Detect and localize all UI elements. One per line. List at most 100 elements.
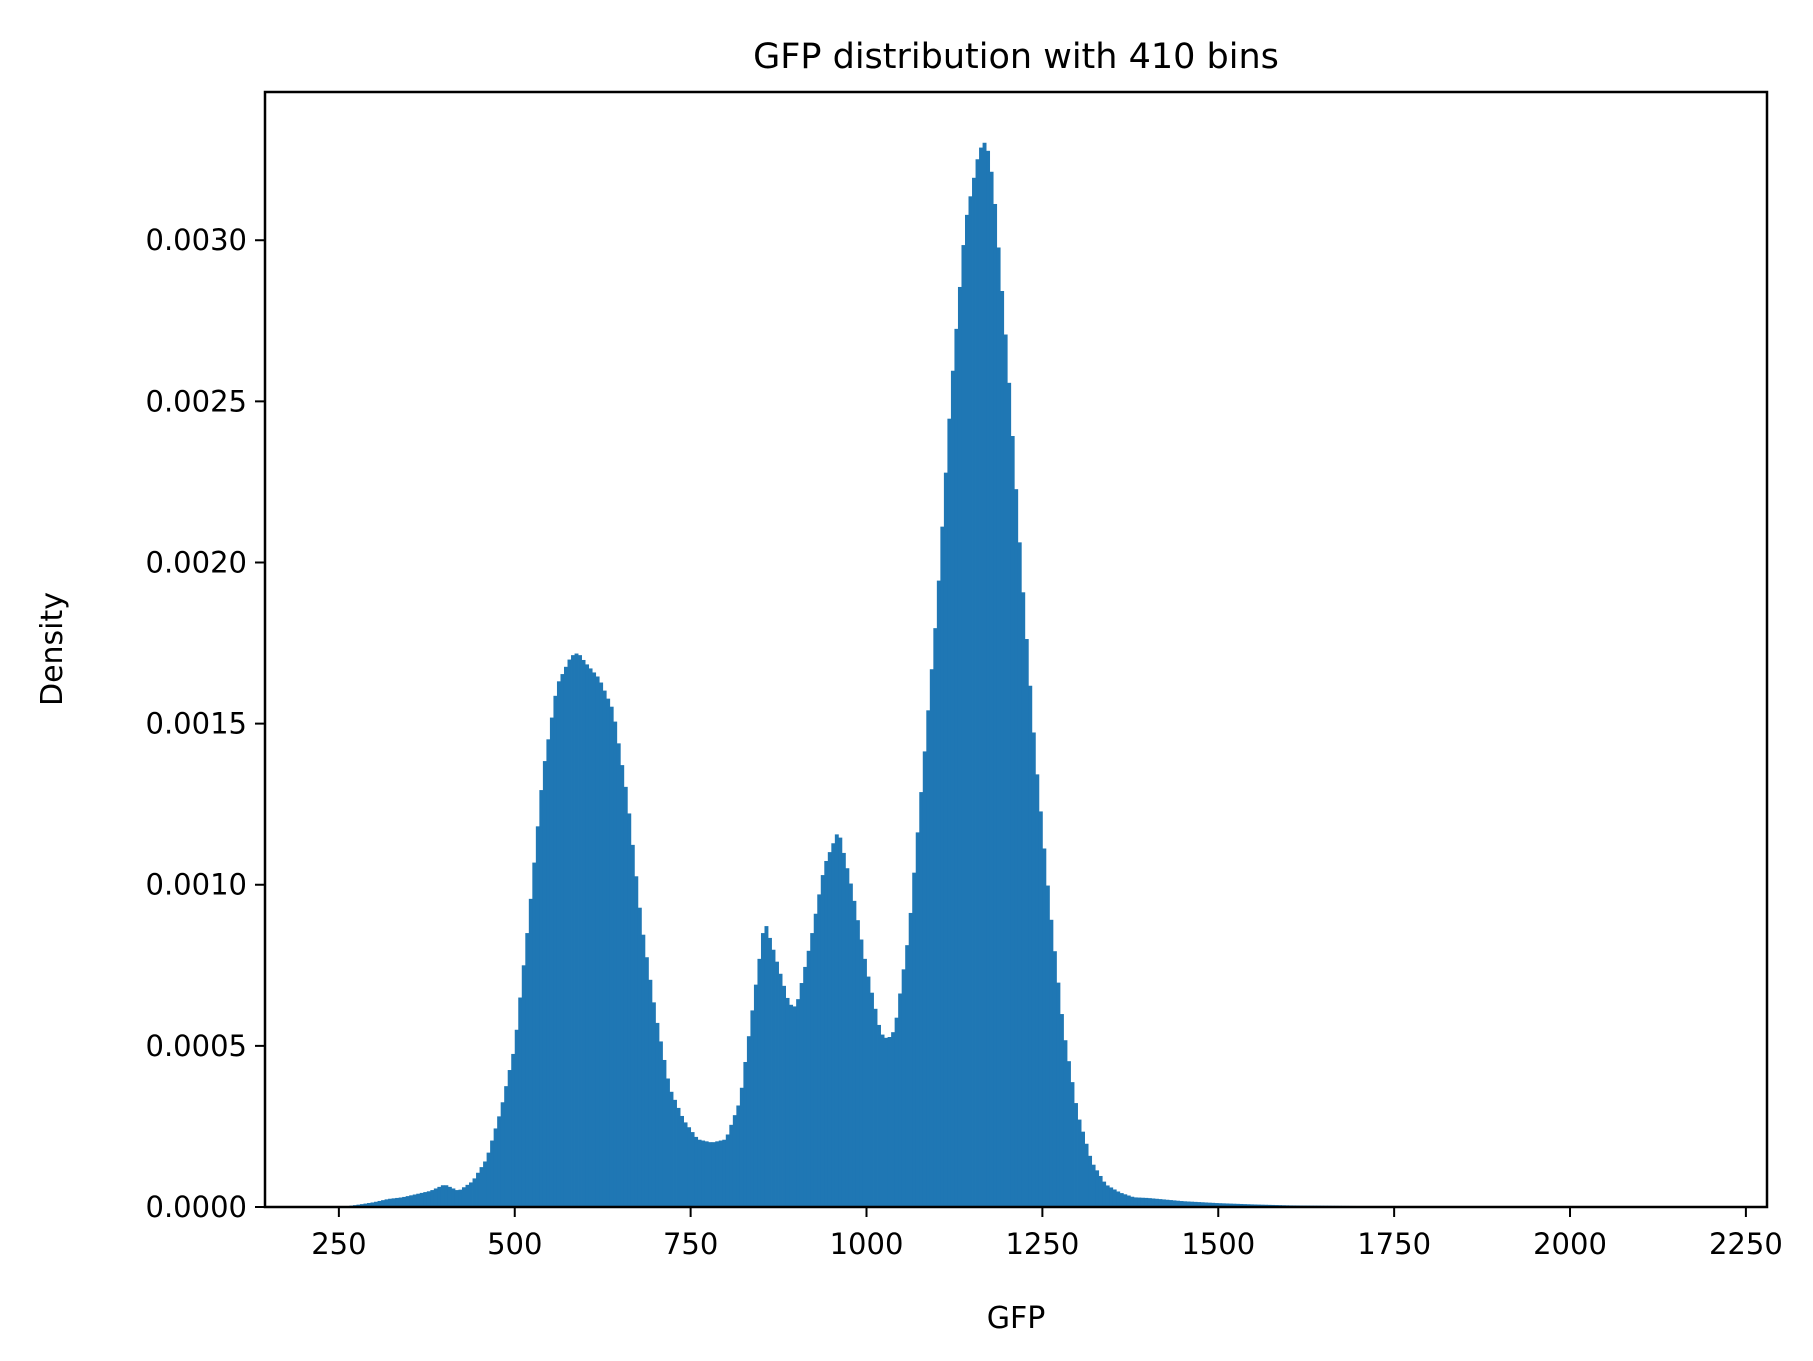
histogram-bar bbox=[1060, 1014, 1064, 1207]
histogram-bar bbox=[536, 826, 540, 1207]
histogram-bar bbox=[451, 1188, 455, 1207]
histogram-bar bbox=[1141, 1198, 1145, 1207]
histogram-bar bbox=[895, 1018, 899, 1207]
histogram-bar bbox=[719, 1141, 723, 1207]
histogram-bar bbox=[1018, 542, 1022, 1207]
histogram-bar bbox=[863, 959, 867, 1207]
histogram-bar bbox=[627, 813, 631, 1207]
histogram-bar bbox=[1078, 1120, 1082, 1207]
histogram-bar bbox=[976, 159, 980, 1207]
histogram-bar bbox=[902, 969, 906, 1207]
histogram-bar bbox=[961, 245, 965, 1207]
y-axis-label: Density bbox=[35, 592, 70, 706]
histogram-bar bbox=[701, 1141, 705, 1207]
histogram-bar bbox=[641, 935, 645, 1207]
histogram-bar bbox=[634, 876, 638, 1207]
histogram-bar bbox=[923, 751, 927, 1207]
histogram-bar bbox=[761, 933, 765, 1207]
histogram-bar bbox=[399, 1198, 403, 1207]
histogram-bar bbox=[884, 1038, 888, 1207]
histogram-bar bbox=[909, 913, 913, 1207]
histogram-bar bbox=[1095, 1170, 1099, 1207]
histogram-bar bbox=[926, 710, 930, 1207]
histogram-bar bbox=[807, 951, 811, 1207]
histogram-bar bbox=[476, 1173, 480, 1207]
histogram-bar bbox=[684, 1122, 688, 1207]
histogram-bar bbox=[817, 894, 821, 1207]
histogram-bar bbox=[870, 993, 874, 1207]
histogram-bar bbox=[694, 1137, 698, 1207]
histogram-bar bbox=[881, 1035, 885, 1207]
histogram-bar bbox=[434, 1188, 438, 1207]
histogram-bar bbox=[529, 899, 533, 1207]
histogram-bar bbox=[856, 920, 860, 1207]
histogram-bar bbox=[557, 681, 561, 1207]
histogram-bar bbox=[940, 527, 944, 1207]
histogram-bar bbox=[613, 722, 617, 1207]
histogram-bar bbox=[814, 914, 818, 1207]
histogram-bar bbox=[810, 933, 814, 1207]
histogram-bar bbox=[867, 977, 871, 1207]
histogram-bar bbox=[1007, 383, 1011, 1207]
histogram-bar bbox=[951, 371, 955, 1207]
histogram-bar bbox=[568, 660, 572, 1207]
histogram-bar bbox=[662, 1060, 666, 1207]
histogram-bar bbox=[539, 790, 543, 1207]
histogram-bar bbox=[1063, 1040, 1067, 1207]
histogram-bar bbox=[1074, 1103, 1078, 1207]
histogram-bar bbox=[803, 967, 807, 1207]
histogram-bar bbox=[874, 1009, 878, 1207]
histogram-bar bbox=[392, 1198, 396, 1207]
histogram-bar bbox=[645, 957, 649, 1207]
histogram-bar bbox=[1092, 1165, 1096, 1207]
histogram-bar bbox=[768, 938, 772, 1207]
histogram-bar bbox=[638, 908, 642, 1207]
histogram-bar bbox=[1120, 1193, 1124, 1207]
histogram-bar bbox=[1106, 1185, 1110, 1207]
histogram-bar bbox=[1067, 1061, 1071, 1207]
histogram-bar bbox=[859, 940, 863, 1207]
histogram-bar bbox=[564, 667, 568, 1207]
histogram-bar bbox=[754, 985, 758, 1207]
y-tick-label: 0.0005 bbox=[146, 1029, 247, 1063]
histogram-bar bbox=[831, 843, 835, 1207]
histogram-bar bbox=[659, 1041, 663, 1207]
histogram-bar bbox=[1014, 489, 1018, 1207]
histogram-bar bbox=[775, 962, 779, 1207]
histogram-bar bbox=[715, 1141, 719, 1207]
histogram-bar bbox=[764, 926, 768, 1207]
histogram-bar bbox=[712, 1142, 716, 1207]
histogram-bar bbox=[497, 1116, 501, 1207]
histogram-bar bbox=[786, 998, 790, 1207]
histogram-bar bbox=[673, 1100, 677, 1207]
histogram-bar bbox=[444, 1185, 448, 1207]
x-tick-label: 1000 bbox=[830, 1227, 904, 1261]
histogram-bar bbox=[821, 875, 825, 1207]
histogram-bar bbox=[1000, 291, 1004, 1207]
histogram-bar bbox=[620, 765, 624, 1207]
histogram-bar bbox=[631, 845, 635, 1207]
histogram-bar bbox=[599, 683, 603, 1207]
histogram-bar bbox=[518, 998, 522, 1207]
histogram-bar bbox=[747, 1036, 751, 1207]
histogram-bar bbox=[835, 834, 839, 1207]
histogram-bar bbox=[733, 1115, 737, 1207]
histogram-bar bbox=[983, 143, 987, 1207]
histogram-bar bbox=[652, 1002, 656, 1207]
histogram-bar bbox=[912, 873, 916, 1207]
x-tick-label: 1750 bbox=[1357, 1227, 1431, 1261]
histogram-bar bbox=[427, 1191, 431, 1207]
histogram-bar bbox=[522, 965, 526, 1207]
histogram-bar bbox=[515, 1030, 519, 1207]
histogram-bar bbox=[487, 1153, 491, 1207]
histogram-bar bbox=[603, 691, 607, 1207]
x-axis-label: GFP bbox=[987, 1301, 1046, 1336]
histogram-bar bbox=[1035, 774, 1039, 1207]
histogram-bar bbox=[990, 172, 994, 1207]
histogram-bar bbox=[1102, 1182, 1106, 1207]
histogram-bar bbox=[1127, 1196, 1131, 1207]
x-tick-label: 500 bbox=[487, 1227, 542, 1261]
histogram-bar bbox=[891, 1032, 895, 1207]
histogram-bar bbox=[543, 761, 547, 1207]
